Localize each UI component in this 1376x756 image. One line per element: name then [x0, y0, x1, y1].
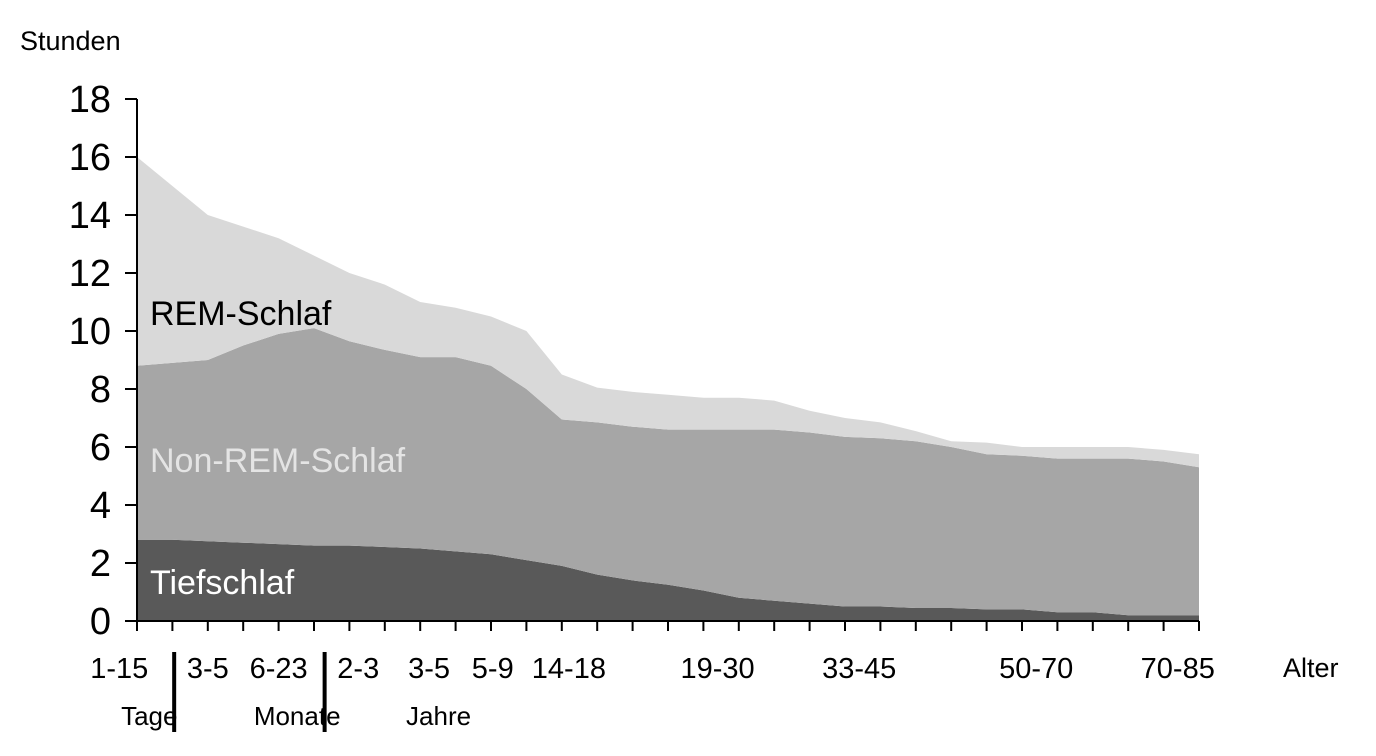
- x-tick-label: 3-5: [408, 653, 450, 685]
- y-tick-label: 8: [90, 369, 111, 411]
- x-tick-label: 2-3: [337, 653, 379, 685]
- x-tick-label: 14-18: [532, 653, 606, 685]
- x-group-label: Jahre: [406, 701, 471, 731]
- x-tick-label: 19-30: [680, 653, 754, 685]
- y-tick-label: 2: [90, 543, 111, 585]
- x-tick-label: 50-70: [999, 653, 1073, 685]
- y-axis-title: Stunden: [20, 26, 121, 56]
- series-label-tiefschlaf: Tiefschlaf: [150, 564, 295, 602]
- y-tick-label: 14: [69, 195, 111, 237]
- x-group-label: Monate: [254, 701, 341, 731]
- x-group-label: Tage: [121, 701, 177, 731]
- area-tiefschlaf: [137, 539, 1199, 621]
- x-tick-label: 33-45: [822, 653, 896, 685]
- series-label-non-rem-schlaf: Non-REM-Schlaf: [150, 442, 406, 480]
- x-tick-label: 70-85: [1141, 653, 1215, 685]
- y-tick-label: 6: [90, 427, 111, 469]
- area-non-rem-schlaf: [137, 328, 1199, 616]
- x-tick-label: 6-23: [250, 653, 308, 685]
- x-axis-title: Alter: [1283, 653, 1339, 683]
- y-tick-label: 10: [69, 311, 111, 353]
- y-tick-label: 18: [69, 79, 111, 121]
- chart-axes: 0 2 4 6 8 10 12 14 16 18: [69, 79, 1200, 643]
- y-tick-label: 16: [69, 137, 111, 179]
- series-labels: Tiefschlaf Non-REM-Schlaf REM-Schlaf: [150, 295, 406, 602]
- y-tick-label: 0: [90, 601, 111, 643]
- x-tick-label: 5-9: [472, 653, 514, 685]
- series-label-rem-schlaf: REM-Schlaf: [150, 295, 332, 333]
- x-tick-labels: 1-15 3-5 6-23 2-3 3-5 5-9 14-18 19-30 33-45 50-70…: [90, 653, 1215, 685]
- area-rem-schlaf: [137, 157, 1199, 468]
- x-tick-label: 1-15: [90, 653, 148, 685]
- y-tick-label: 12: [69, 253, 111, 295]
- y-tick-label: 4: [90, 485, 111, 527]
- x-group-labels: Tage Monate Jahre: [121, 652, 471, 732]
- chart-areas: [137, 157, 1199, 621]
- x-tick-label: 3-5: [187, 653, 229, 685]
